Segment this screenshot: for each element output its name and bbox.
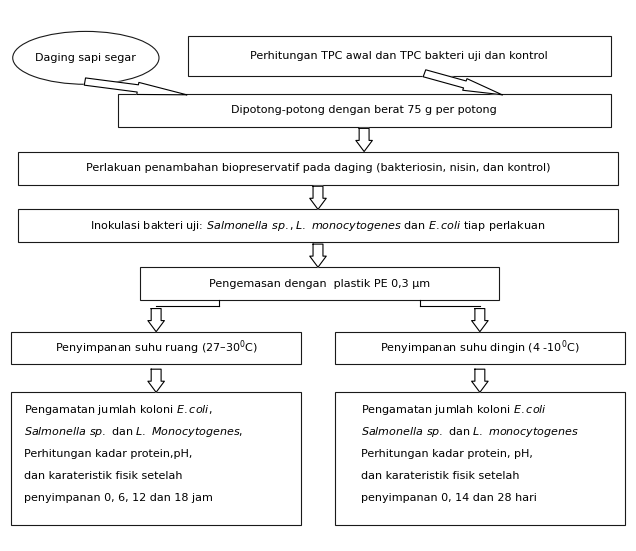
Bar [18,152,618,185]
Ellipse shape [13,31,159,84]
Text: Perlakuan penambahan biopreservatif pada daging (bakteriosin, nisin, dan kontrol: Perlakuan penambahan biopreservatif pada… [86,163,550,173]
Bar [11,392,301,525]
Text: Penyimpanan suhu ruang (27–30$^0$C): Penyimpanan suhu ruang (27–30$^0$C) [55,338,258,357]
Text: $\it{Salmonella\ sp.}$ dan $\it{L.\ monocytogenes}$: $\it{Salmonella\ sp.}$ dan $\it{L.\ mono… [361,425,579,439]
Polygon shape [356,128,373,152]
Text: dan karateristik fisik setelah: dan karateristik fisik setelah [24,471,183,481]
Text: penyimpanan 0, 14 dan 28 hari: penyimpanan 0, 14 dan 28 hari [361,493,537,503]
Bar [18,209,618,242]
Text: penyimpanan 0, 6, 12 dan 18 jam: penyimpanan 0, 6, 12 dan 18 jam [24,493,213,503]
Bar [140,267,499,300]
Text: Pengemasan dengan  plastik PE 0,3 μm: Pengemasan dengan plastik PE 0,3 μm [209,279,430,289]
Polygon shape [472,309,488,332]
Text: Daging sapi segar: Daging sapi segar [36,53,136,63]
Bar [335,392,625,525]
Polygon shape [148,369,164,392]
Bar [118,94,611,127]
Text: $\it{Salmonella\ sp.}$ dan $\it{L.\ Monocytogenes}$,: $\it{Salmonella\ sp.}$ dan $\it{L.\ Mono… [24,425,244,439]
Text: Perhitungan kadar protein, pH,: Perhitungan kadar protein, pH, [361,449,532,459]
Bar [335,332,625,364]
Text: Perhitungan kadar protein,pH,: Perhitungan kadar protein,pH, [24,449,193,459]
Polygon shape [310,186,326,209]
Text: dan karateristik fisik setelah: dan karateristik fisik setelah [361,471,519,481]
Text: Pengamatan jumlah koloni $\it{E.coli,}$: Pengamatan jumlah koloni $\it{E.coli,}$ [24,403,212,417]
Bar [188,36,611,76]
Polygon shape [310,244,326,267]
Polygon shape [472,369,488,392]
Text: Pengamatan jumlah koloni $\it{E.coli}$: Pengamatan jumlah koloni $\it{E.coli}$ [361,403,546,417]
Polygon shape [85,78,187,95]
Polygon shape [423,70,502,95]
Text: Perhitungan TPC awal dan TPC bakteri uji dan kontrol: Perhitungan TPC awal dan TPC bakteri uji… [250,51,548,61]
Polygon shape [148,309,164,332]
Text: Inokulasi bakteri uji: $\it{Salmonella\ sp., L.\ monocytogenes}$ dan $\it{E.coli: Inokulasi bakteri uji: $\it{Salmonella\ … [90,219,546,233]
Text: Penyimpanan suhu dingin (4 -10$^0$C): Penyimpanan suhu dingin (4 -10$^0$C) [380,338,579,357]
Text: Dipotong-potong dengan berat 75 g per potong: Dipotong-potong dengan berat 75 g per po… [232,105,497,115]
Bar [11,332,301,364]
